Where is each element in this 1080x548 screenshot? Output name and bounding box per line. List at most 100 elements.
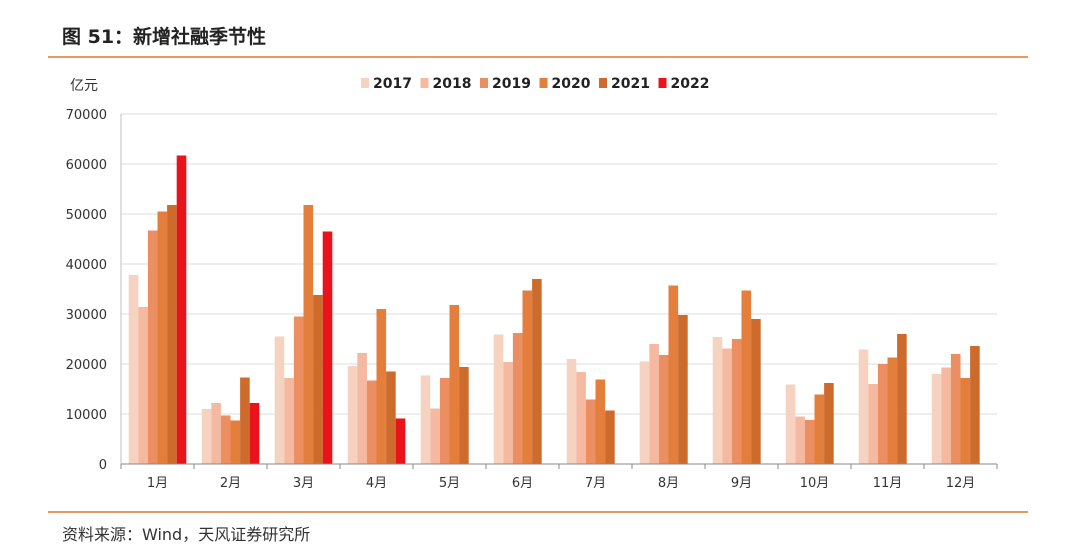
- bar-2021-5月: [459, 367, 469, 464]
- bar-2020-5月: [449, 305, 460, 464]
- gridlines: [121, 113, 997, 415]
- y-axis-label: 亿元: [70, 78, 98, 94]
- legend-label: 2017: [373, 76, 412, 92]
- x-tick-label: 11月: [873, 476, 903, 491]
- bars: [128, 155, 980, 464]
- source-note: 资料来源：Wind，天风证券研究所: [62, 525, 311, 544]
- bar-2020-11月: [887, 357, 898, 464]
- y-tick-label: 20000: [66, 358, 107, 373]
- bar-2020-4月: [376, 309, 387, 464]
- bar-2020-10月: [814, 394, 825, 464]
- bar-2019-11月: [877, 364, 888, 464]
- bar-2020-7月: [595, 379, 606, 464]
- bar-2019-5月: [439, 378, 450, 464]
- legend-swatch: [599, 78, 607, 88]
- bar-2019-7月: [585, 399, 596, 464]
- bar-2021-7月: [605, 410, 615, 464]
- x-axis: 1月 2月 3月 4月 5月 6月 7月 8月 9月 10月 11月 12月: [120, 114, 998, 491]
- legend-label: 2019: [492, 76, 531, 92]
- bar-2020-3月: [303, 205, 314, 464]
- bar-2018-9月: [722, 348, 732, 464]
- bar-2022-3月: [322, 231, 333, 464]
- y-tick-label: 30000: [66, 308, 107, 323]
- bar-2020-6月: [522, 290, 533, 464]
- bar-2017-8月: [639, 361, 650, 464]
- bar-2017-11月: [858, 349, 869, 464]
- legend: 2017 2018 2019 2020 2021 2022: [361, 76, 709, 92]
- x-tick-label: 4月: [366, 476, 387, 491]
- y-tick-label: 10000: [66, 408, 107, 423]
- bar-2017-4月: [347, 366, 358, 464]
- bar-2019-2月: [220, 415, 231, 464]
- bar-2018-1月: [138, 307, 148, 464]
- bar-2022-1月: [176, 155, 187, 464]
- bar-2017-10月: [785, 384, 796, 464]
- bar-2020-12月: [960, 378, 971, 464]
- bar-2017-1月: [128, 275, 139, 464]
- source-divider: [48, 511, 1028, 513]
- bar-2021-6月: [532, 279, 542, 464]
- bar-2021-12月: [970, 346, 980, 464]
- x-tick-label: 12月: [946, 476, 976, 491]
- bar-2019-9月: [731, 339, 742, 464]
- bar-2017-2月: [201, 409, 212, 464]
- legend-label: 2020: [552, 76, 591, 92]
- bar-2017-3月: [274, 336, 285, 464]
- bar-2020-9月: [741, 290, 752, 464]
- bar-2021-11月: [897, 334, 907, 464]
- title-divider: [48, 56, 1028, 58]
- bar-2017-12月: [931, 374, 942, 464]
- bar-2021-1月: [167, 205, 177, 464]
- y-axis-ticks: 0 10000 20000 30000 40000 50000 60000 70000: [66, 108, 107, 473]
- bar-2021-3月: [313, 295, 323, 464]
- bar-2021-8月: [678, 315, 688, 464]
- y-tick-label: 0: [99, 458, 107, 473]
- bar-2020-1月: [157, 211, 168, 464]
- bar-2017-5月: [420, 375, 431, 464]
- x-tick-label: 7月: [585, 476, 606, 491]
- bar-2022-4月: [395, 418, 406, 464]
- legend-swatch: [658, 78, 667, 88]
- bar-2018-10月: [795, 416, 805, 464]
- y-tick-label: 60000: [66, 158, 107, 173]
- x-tick-label: 9月: [731, 476, 752, 491]
- legend-label: 2018: [433, 76, 472, 92]
- legend-swatch: [420, 78, 429, 88]
- legend-swatch: [539, 78, 548, 88]
- x-tick-label: 3月: [293, 476, 314, 491]
- bar-2021-2月: [240, 377, 250, 464]
- x-tick-label: 1月: [147, 476, 168, 491]
- bar-2020-2月: [230, 420, 241, 464]
- x-tick-label: 6月: [512, 476, 533, 491]
- bar-2020-8月: [668, 285, 679, 464]
- bar-2018-5月: [430, 408, 440, 464]
- x-tick-label: 8月: [658, 476, 679, 491]
- legend-label: 2021: [611, 76, 650, 92]
- bar-2018-4月: [357, 353, 367, 464]
- y-tick-label: 40000: [66, 258, 107, 273]
- y-tick-label: 70000: [66, 108, 107, 123]
- bar-2018-12月: [941, 367, 951, 464]
- bar-2017-9月: [712, 337, 723, 464]
- bar-2018-3月: [284, 378, 294, 464]
- y-tick-label: 50000: [66, 208, 107, 223]
- bar-2018-7月: [576, 372, 586, 464]
- bar-2019-1月: [147, 230, 158, 464]
- bar-2019-8月: [658, 355, 669, 464]
- figure-title: 图 51：新增社融季节性: [62, 26, 267, 48]
- bar-2021-9月: [751, 319, 761, 464]
- bar-2022-2月: [249, 403, 260, 464]
- bar-2018-2月: [211, 403, 221, 464]
- bar-2019-6月: [512, 333, 523, 464]
- bar-2018-6月: [503, 362, 513, 464]
- legend-swatch: [361, 78, 369, 88]
- bar-2019-3月: [293, 316, 304, 464]
- bar-2018-8月: [649, 344, 659, 464]
- bar-2021-10月: [824, 383, 834, 464]
- bar-2019-4月: [366, 380, 377, 464]
- x-tick-label: 10月: [800, 476, 830, 491]
- bar-2017-7月: [566, 359, 577, 464]
- legend-label: 2022: [671, 76, 710, 92]
- bar-2019-12月: [950, 354, 961, 464]
